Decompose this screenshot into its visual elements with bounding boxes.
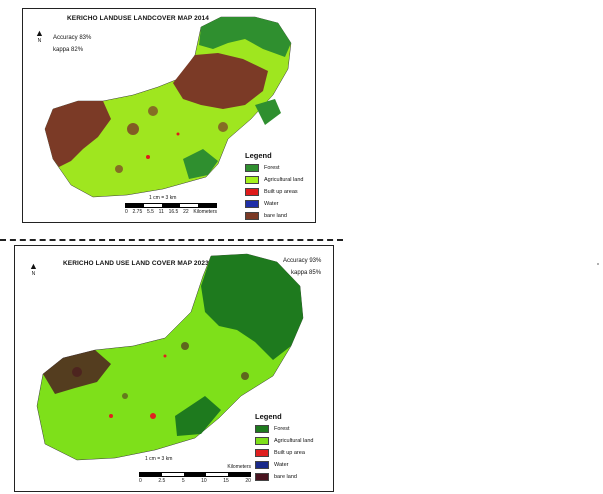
north-arrow-icon: ▲ N [29,261,38,278]
map-legend: Legend Forest Agricultural land Built up… [245,151,303,222]
accuracy-label: Accuracy 93% [283,258,322,264]
map-title: KERICHO LAND USE LAND COVER MAP 2023 [63,260,209,267]
legend-item: Water [255,461,313,469]
kappa-label: kappa 82% [53,47,84,53]
map-panel-2023: KERICHO LAND USE LAND COVER MAP 2023 ▲ N … [14,245,334,492]
scale-label: 1 cm = 3 km [145,456,173,462]
map-title: KERICHO LANDUSE LANDCOVER MAP 2014 [67,15,209,22]
legend-title: Legend [255,412,282,421]
legend-item: Agricultural land [255,437,313,445]
north-arrow-icon: ▲ N [35,28,44,45]
stray-dot [597,263,599,265]
legend-item: Forest [245,164,303,172]
scale-bar: 1 cm = 3 km 0 2.75 5.5 11 16.5 22 Kilome… [125,195,217,215]
scale-bar: 1 cm = 3 km Kilometers 0 2.5 5 10 15 20 [139,456,251,484]
map-panel-2014: KERICHO LANDUSE LANDCOVER MAP 2014 ▲ N Ac… [22,8,316,223]
legend-item: Water [245,200,303,208]
accuracy-label: Accuracy 83% [53,35,92,41]
legend-item: Agricultural land [245,176,303,184]
legend-item: Built up area [255,449,313,457]
scale-label: 1 cm = 3 km [149,195,177,201]
legend-item: bare land [255,473,313,481]
legend-item: bare land [245,212,303,220]
legend-item: Forest [255,425,313,433]
legend-item: Built up areas [245,188,303,196]
divider [0,239,343,241]
map-legend: Legend Forest Agricultural land Built up… [255,412,313,485]
land-cover-map [44,16,292,198]
kappa-label: kappa 85% [291,270,322,276]
land-cover-map [36,253,304,461]
scale-unit: Kilometers [227,464,251,470]
legend-title: Legend [245,151,272,160]
